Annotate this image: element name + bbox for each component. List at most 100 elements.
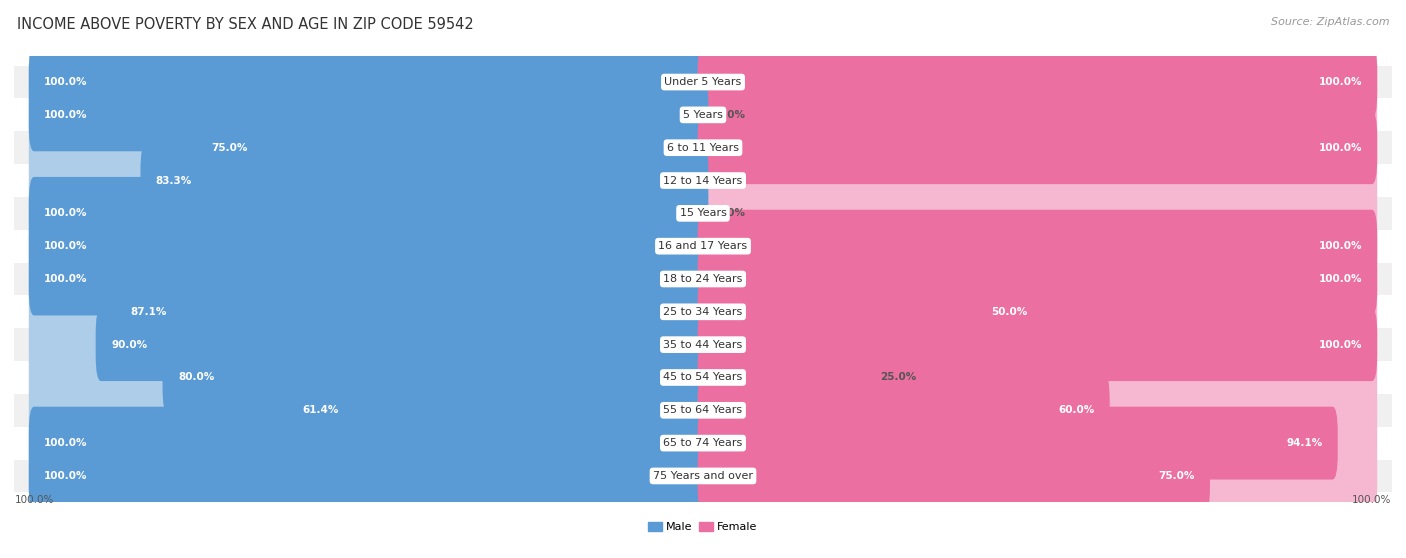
FancyBboxPatch shape [697, 308, 1378, 381]
FancyBboxPatch shape [28, 177, 709, 250]
FancyBboxPatch shape [697, 407, 1337, 479]
Legend: Male, Female: Male, Female [644, 517, 762, 537]
Bar [14, 263, 1392, 295]
Text: 5 Years: 5 Years [683, 110, 723, 120]
FancyBboxPatch shape [697, 440, 1378, 512]
FancyBboxPatch shape [28, 111, 709, 184]
FancyBboxPatch shape [28, 79, 709, 151]
Bar [14, 328, 1392, 361]
FancyBboxPatch shape [141, 144, 709, 217]
Text: 0.0%: 0.0% [717, 208, 745, 218]
FancyBboxPatch shape [697, 79, 1378, 151]
Text: 0.0%: 0.0% [717, 110, 745, 120]
FancyBboxPatch shape [163, 341, 709, 414]
Text: 75 Years and over: 75 Years and over [652, 471, 754, 481]
FancyBboxPatch shape [287, 374, 709, 447]
FancyBboxPatch shape [697, 276, 1378, 348]
Text: 100.0%: 100.0% [1319, 340, 1362, 350]
Bar [14, 361, 1392, 394]
Bar [14, 460, 1392, 492]
Text: 25.0%: 25.0% [880, 373, 917, 382]
Text: 100.0%: 100.0% [14, 494, 53, 504]
Text: Source: ZipAtlas.com: Source: ZipAtlas.com [1271, 17, 1389, 27]
Text: 100.0%: 100.0% [44, 110, 87, 120]
FancyBboxPatch shape [28, 276, 709, 348]
FancyBboxPatch shape [115, 276, 709, 348]
FancyBboxPatch shape [697, 308, 1378, 381]
Text: 35 to 44 Years: 35 to 44 Years [664, 340, 742, 350]
FancyBboxPatch shape [28, 144, 709, 217]
Bar [14, 131, 1392, 164]
Text: 60.0%: 60.0% [1059, 405, 1094, 415]
Text: 100.0%: 100.0% [1319, 143, 1362, 153]
FancyBboxPatch shape [697, 374, 1378, 447]
FancyBboxPatch shape [28, 407, 709, 479]
Text: 100.0%: 100.0% [1353, 494, 1392, 504]
FancyBboxPatch shape [697, 341, 876, 414]
FancyBboxPatch shape [28, 243, 709, 315]
Text: 75.0%: 75.0% [1159, 471, 1195, 481]
FancyBboxPatch shape [697, 177, 1378, 250]
Text: 100.0%: 100.0% [44, 208, 87, 218]
Text: INCOME ABOVE POVERTY BY SEX AND AGE IN ZIP CODE 59542: INCOME ABOVE POVERTY BY SEX AND AGE IN Z… [17, 17, 474, 32]
FancyBboxPatch shape [697, 440, 1211, 512]
FancyBboxPatch shape [28, 46, 709, 118]
Bar [14, 66, 1392, 98]
Text: 25 to 34 Years: 25 to 34 Years [664, 307, 742, 317]
Text: 75.0%: 75.0% [211, 143, 247, 153]
Text: 0.0%: 0.0% [717, 176, 745, 185]
Text: 15 Years: 15 Years [679, 208, 727, 218]
Text: 100.0%: 100.0% [1319, 241, 1362, 251]
Text: 100.0%: 100.0% [44, 274, 87, 284]
Bar [14, 98, 1392, 131]
FancyBboxPatch shape [28, 210, 709, 282]
FancyBboxPatch shape [28, 374, 709, 447]
FancyBboxPatch shape [697, 374, 1109, 447]
Text: 16 and 17 Years: 16 and 17 Years [658, 241, 748, 251]
Text: 61.4%: 61.4% [302, 405, 339, 415]
Text: 100.0%: 100.0% [44, 438, 87, 448]
Bar [14, 427, 1392, 460]
Bar [14, 394, 1392, 427]
FancyBboxPatch shape [28, 79, 709, 151]
Bar [14, 164, 1392, 197]
FancyBboxPatch shape [96, 308, 709, 381]
Bar [14, 295, 1392, 328]
FancyBboxPatch shape [697, 276, 1043, 348]
FancyBboxPatch shape [697, 210, 1378, 282]
Text: 6 to 11 Years: 6 to 11 Years [666, 143, 740, 153]
FancyBboxPatch shape [28, 407, 709, 479]
FancyBboxPatch shape [697, 341, 1378, 414]
FancyBboxPatch shape [697, 111, 1378, 184]
Text: Under 5 Years: Under 5 Years [665, 77, 741, 87]
FancyBboxPatch shape [28, 177, 709, 250]
FancyBboxPatch shape [697, 407, 1378, 479]
Text: 83.3%: 83.3% [156, 176, 193, 185]
FancyBboxPatch shape [697, 46, 1378, 118]
Text: 18 to 24 Years: 18 to 24 Years [664, 274, 742, 284]
Text: 100.0%: 100.0% [1319, 77, 1362, 87]
FancyBboxPatch shape [697, 243, 1378, 315]
Text: 94.1%: 94.1% [1286, 438, 1323, 448]
FancyBboxPatch shape [28, 341, 709, 414]
Text: 87.1%: 87.1% [131, 307, 167, 317]
Text: 100.0%: 100.0% [44, 471, 87, 481]
Text: 90.0%: 90.0% [111, 340, 148, 350]
Text: 65 to 74 Years: 65 to 74 Years [664, 438, 742, 448]
Text: 55 to 64 Years: 55 to 64 Years [664, 405, 742, 415]
FancyBboxPatch shape [28, 243, 709, 315]
FancyBboxPatch shape [697, 144, 1378, 217]
FancyBboxPatch shape [697, 210, 1378, 282]
FancyBboxPatch shape [697, 243, 1378, 315]
Text: 12 to 14 Years: 12 to 14 Years [664, 176, 742, 185]
FancyBboxPatch shape [28, 308, 709, 381]
Text: 100.0%: 100.0% [1319, 274, 1362, 284]
Text: 50.0%: 50.0% [991, 307, 1028, 317]
Text: 100.0%: 100.0% [44, 77, 87, 87]
Text: 45 to 54 Years: 45 to 54 Years [664, 373, 742, 382]
FancyBboxPatch shape [28, 210, 709, 282]
FancyBboxPatch shape [28, 440, 709, 512]
FancyBboxPatch shape [28, 46, 709, 118]
Text: 100.0%: 100.0% [44, 241, 87, 251]
FancyBboxPatch shape [697, 46, 1378, 118]
